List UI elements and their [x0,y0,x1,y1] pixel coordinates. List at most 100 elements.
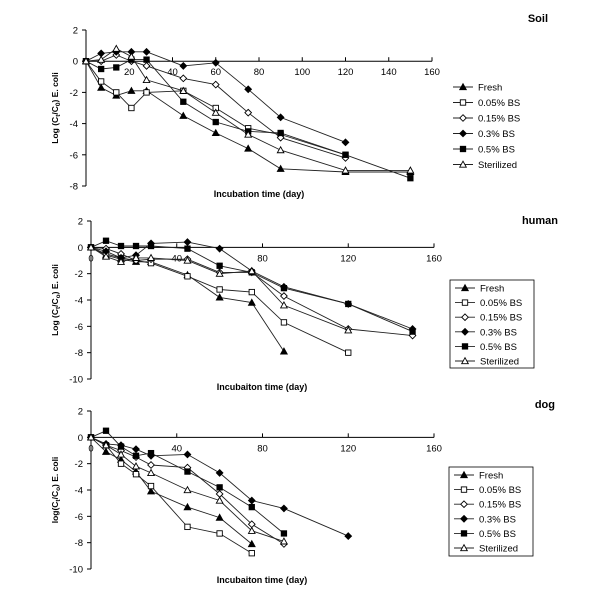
x-axis-label: Incubaiton time (day) [217,575,308,585]
x-tick-label: 0 [88,253,93,264]
series-line [86,54,346,159]
legend-marker [458,82,468,91]
legend-label: Fresh [478,83,502,94]
data-point [248,503,255,511]
y-tick-label: 0 [73,57,78,68]
data-point [244,85,253,94]
legend-marker [461,327,469,336]
data-point [215,468,224,477]
y-tick-label: 0 [78,243,83,254]
data-point [179,111,188,119]
x-tick-label: 80 [257,443,268,454]
data-point [179,74,188,83]
data-point [97,83,106,91]
data-point [184,245,191,252]
data-point [280,504,288,513]
legend-box [449,279,535,369]
data-point [406,166,415,174]
data-point [244,144,253,152]
legend-label: 0.05% BS [479,485,521,496]
data-point [101,447,111,455]
data-point [216,262,223,269]
series-line [90,436,349,537]
data-point [128,104,135,112]
data-point [409,328,416,335]
data-point [116,450,126,458]
legend-label: 0.3% BS [479,514,516,525]
y-tick-label: -10 [69,565,83,576]
data-point [147,461,155,469]
data-point [279,347,289,355]
data-point [102,237,110,244]
data-point [211,80,220,89]
x-tick-label: 160 [426,253,442,264]
data-point [184,523,191,531]
legend-label: 0.5% BS [480,342,517,353]
x-tick-label: 120 [338,67,354,78]
x-tick-label: 80 [254,67,265,78]
y-tick-label: -4 [70,119,78,130]
data-point [97,55,106,63]
legend-label: Sterilized [480,357,519,368]
legend-marker [460,514,468,523]
data-point [143,89,150,96]
x-axis-label: Incubation time (day) [214,189,305,199]
data-point [117,242,125,250]
data-point [183,485,192,494]
data-point [86,433,96,441]
x-tick-label: 100 [294,67,310,78]
data-point [345,349,352,356]
series-line [85,60,346,156]
data-point [244,108,253,117]
x-tick-label: 60 [210,67,221,78]
data-point [179,86,188,94]
legend-marker [460,283,470,292]
data-point [345,300,352,308]
legend-label: 0.15% BS [479,500,521,511]
legend: Fresh 0.05% BS 0.15% BS 0.3% BS 0.5% BS Steri… [449,279,535,369]
legend: Fresh 0.05% BS 0.15% BS 0.3% BS 0.5% BS Steri… [453,82,520,171]
data-point [215,293,224,301]
legend-marker [459,129,467,138]
y-tick-label: 2 [78,217,83,228]
x-tick-label: 160 [424,67,440,78]
data-point [132,471,140,478]
data-point [132,242,140,250]
chart-panel-2: 2 0 -2 -4 -6 -8 -10 0 40 80 120 160 dog Incubaiton ti… [50,399,555,585]
series-line [85,59,411,179]
data-point [280,292,288,300]
y-tick-label: 2 [78,407,83,418]
legend-marker [461,299,469,306]
data-point [146,487,156,495]
legend-label: 0.3% BS [478,129,515,140]
data-point [344,326,353,334]
chart-title: human [522,215,558,227]
x-tick-label: 160 [426,443,442,454]
data-point [248,288,255,296]
legend-label: Fresh [480,284,504,295]
y-axis-label: Log (Ct/Co) E. coli [50,264,62,336]
data-point [117,460,125,467]
data-point [117,443,125,450]
data-point [183,450,192,459]
data-point [247,496,256,505]
chart-panel-0: 20-2-4-6-820 40 60 80 100 120 140 160SoilIncuba… [50,13,548,199]
data-point [215,496,224,504]
y-axis-label: Log (Ct/C0) E. coli [50,72,62,143]
series-0-3-bs [82,47,350,147]
data-point [147,242,155,250]
x-tick-label: 0 [88,443,93,454]
data-point [216,286,223,293]
y-tick-label: 2 [73,26,78,37]
legend-marker [459,145,467,153]
legend-marker [458,160,468,168]
y-tick-label: -6 [70,150,78,161]
data-point [244,130,253,138]
data-point [97,65,105,73]
legend-marker [459,543,469,552]
data-point [247,539,256,548]
data-point [127,52,136,60]
data-point [132,452,140,459]
data-point [280,530,288,537]
data-point [184,273,191,280]
